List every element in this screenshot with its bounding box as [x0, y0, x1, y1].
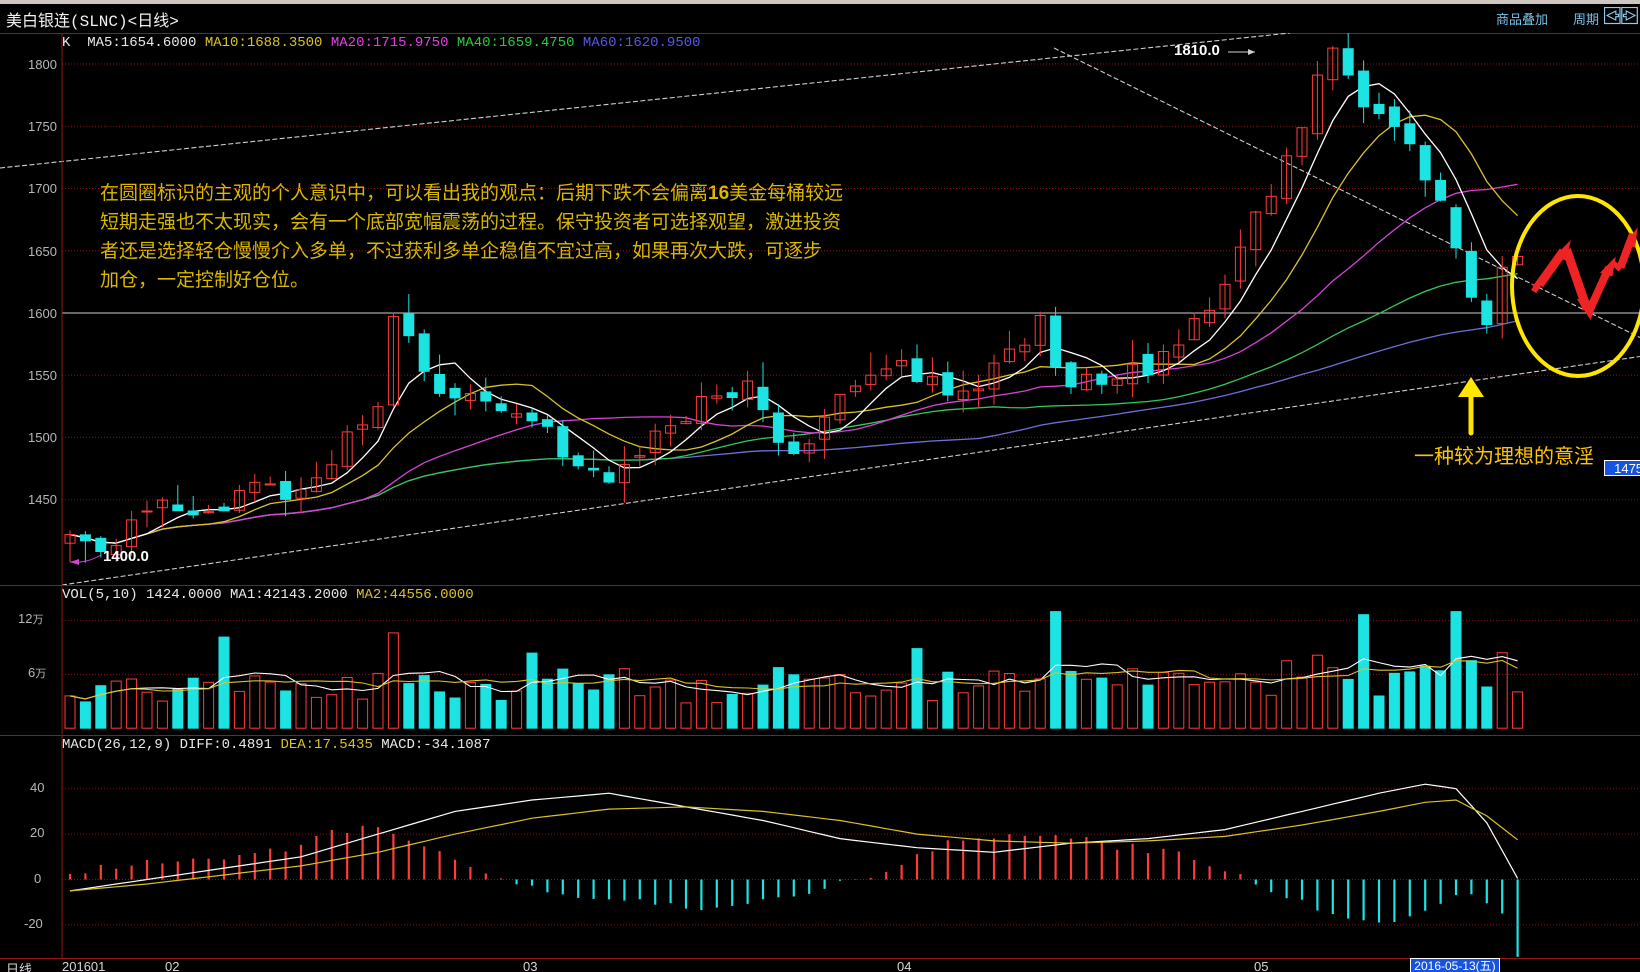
- svg-text:一种较为理想的意淫: 一种较为理想的意淫: [1414, 445, 1594, 468]
- svg-text:1810.0: 1810.0: [1174, 42, 1220, 59]
- svg-text:1400.0: 1400.0: [103, 548, 149, 565]
